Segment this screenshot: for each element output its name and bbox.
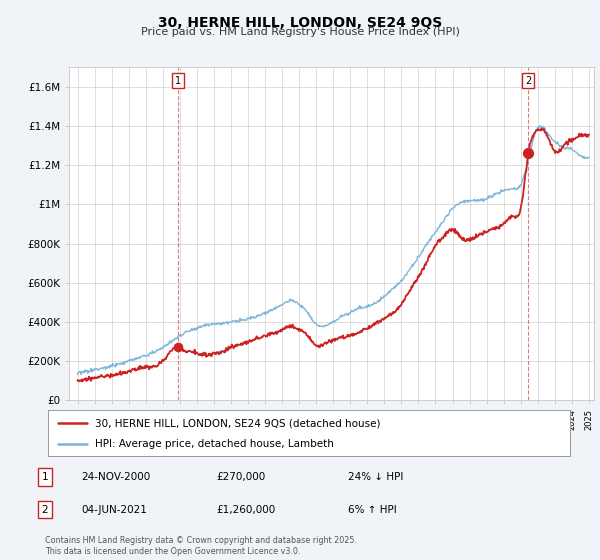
Point bbox=[524, 149, 533, 158]
Point bbox=[173, 343, 183, 352]
Text: 1: 1 bbox=[41, 472, 49, 482]
Text: 2: 2 bbox=[525, 76, 532, 86]
Text: 30, HERNE HILL, LONDON, SE24 9QS (detached house): 30, HERNE HILL, LONDON, SE24 9QS (detach… bbox=[95, 418, 380, 428]
Text: Contains HM Land Registry data © Crown copyright and database right 2025.
This d: Contains HM Land Registry data © Crown c… bbox=[45, 536, 357, 556]
Text: Price paid vs. HM Land Registry's House Price Index (HPI): Price paid vs. HM Land Registry's House … bbox=[140, 27, 460, 37]
Text: HPI: Average price, detached house, Lambeth: HPI: Average price, detached house, Lamb… bbox=[95, 438, 334, 449]
Text: 30, HERNE HILL, LONDON, SE24 9QS: 30, HERNE HILL, LONDON, SE24 9QS bbox=[158, 16, 442, 30]
Text: 2: 2 bbox=[41, 505, 49, 515]
Text: £1,260,000: £1,260,000 bbox=[216, 505, 275, 515]
Text: 1: 1 bbox=[175, 76, 181, 86]
Text: 24-NOV-2000: 24-NOV-2000 bbox=[81, 472, 150, 482]
Text: 6% ↑ HPI: 6% ↑ HPI bbox=[348, 505, 397, 515]
Text: 04-JUN-2021: 04-JUN-2021 bbox=[81, 505, 147, 515]
Text: £270,000: £270,000 bbox=[216, 472, 265, 482]
Text: 24% ↓ HPI: 24% ↓ HPI bbox=[348, 472, 403, 482]
